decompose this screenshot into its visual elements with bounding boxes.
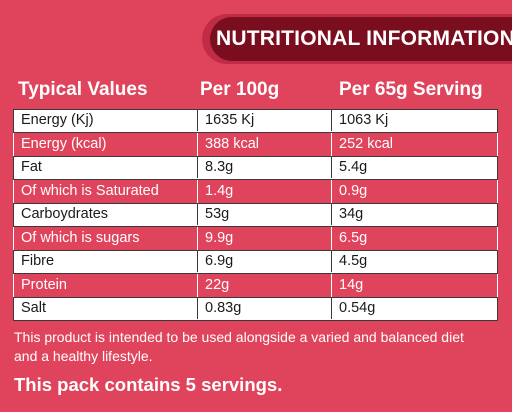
- footer-note: This product is intended to be used alon…: [14, 329, 464, 364]
- row-per-serving: 4.5g: [331, 250, 497, 272]
- table-row: Energy (Kj) 1635 Kj 1063 Kj: [13, 109, 498, 133]
- header-typical-values: Typical Values: [18, 79, 148, 100]
- row-label: Fat: [21, 159, 42, 175]
- row-label: Fibre: [21, 253, 55, 269]
- table-row: Salt 0.83g 0.54g: [13, 297, 498, 321]
- row-label: Of which is Saturated: [21, 182, 159, 199]
- table-row: Protein 22g 14g: [13, 273, 498, 297]
- table-row: Carboydrates 53g 34g: [13, 203, 498, 227]
- table-row: Fibre 6.9g 4.5g: [13, 250, 498, 274]
- row-per-serving: 1063 Kj: [331, 109, 497, 131]
- row-per-100g: 22g: [197, 273, 331, 297]
- row-label: Of which is sugars: [21, 229, 140, 246]
- row-label: Salt: [21, 300, 46, 316]
- row-per-100g: 0.83g: [197, 297, 331, 319]
- row-per-100g: 9.9g: [197, 226, 331, 250]
- row-per-serving: 252 kcal: [331, 132, 497, 156]
- row-per-100g: 8.3g: [197, 156, 331, 178]
- row-per-100g: 53g: [197, 203, 331, 225]
- row-per-serving: 14g: [331, 273, 497, 297]
- row-label: Energy (kcal): [21, 135, 107, 152]
- servings-text: This pack contains 5 servings.: [14, 374, 283, 395]
- table-header: Typical Values Per 100g Per 65g Serving: [0, 79, 512, 105]
- header-per-serving: Per 65g Serving: [339, 79, 483, 100]
- row-per-serving: 5.4g: [331, 156, 497, 178]
- row-label: Energy (Kj): [21, 112, 94, 128]
- table-row: Of which is Saturated 1.4g 0.9g: [13, 179, 498, 203]
- row-per-100g: 6.9g: [197, 250, 331, 272]
- row-per-100g: 388 kcal: [197, 132, 331, 156]
- nutrition-table: Energy (Kj) 1635 Kj 1063 Kj Energy (kcal…: [13, 109, 498, 321]
- row-per-serving: 0.54g: [331, 297, 497, 319]
- table-row: Of which is sugars 9.9g 6.5g: [13, 226, 498, 250]
- row-per-serving: 6.5g: [331, 226, 497, 250]
- table-row: Fat 8.3g 5.4g: [13, 156, 498, 180]
- row-per-100g: 1635 Kj: [197, 109, 331, 131]
- banner-title: NUTRITIONAL INFORMATION: [216, 27, 512, 50]
- row-label: Carboydrates: [21, 206, 109, 222]
- row-per-100g: 1.4g: [197, 179, 331, 203]
- row-label: Protein: [21, 276, 67, 293]
- row-per-serving: 34g: [331, 203, 497, 225]
- row-per-serving: 0.9g: [331, 179, 497, 203]
- banner: [210, 17, 512, 61]
- header-per-100g: Per 100g: [200, 79, 280, 100]
- table-row: Energy (kcal) 388 kcal 252 kcal: [13, 132, 498, 156]
